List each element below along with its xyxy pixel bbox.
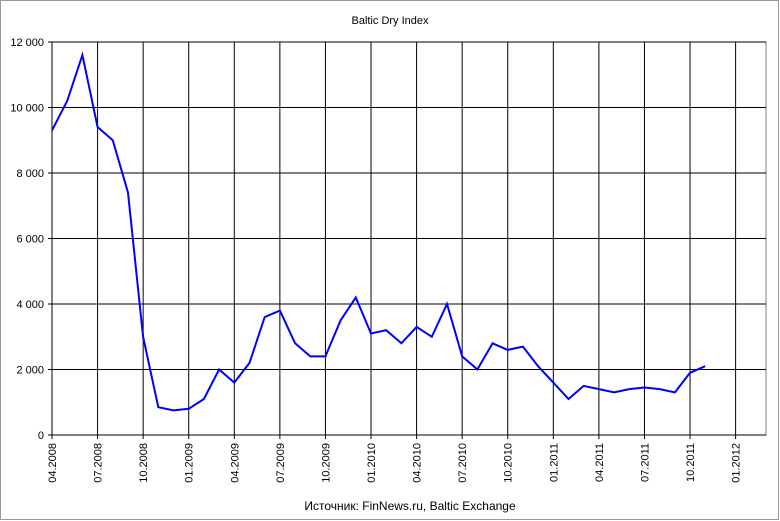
x-tick-label: 10.2011	[685, 443, 697, 482]
y-tick-label: 0	[38, 430, 44, 442]
x-tick-label: 01.2012	[731, 443, 743, 483]
x-tick-label: 04.2008	[47, 443, 59, 483]
source-note: Источник: FinNews.ru, Baltic Exchange	[304, 499, 516, 513]
chart-title: Baltic Dry Index	[351, 15, 429, 27]
x-tick-label: 04.2011	[594, 443, 606, 482]
x-tick-label: 10.2008	[138, 443, 150, 483]
y-tick-label: 6 000	[16, 234, 44, 246]
x-tick-label: 10.2010	[503, 443, 515, 483]
x-tick-label: 07.2010	[457, 443, 469, 483]
x-tick-label: 07.2011	[639, 443, 651, 482]
x-tick-label: 10.2009	[320, 443, 332, 483]
y-tick-label: 12 000	[10, 37, 44, 49]
x-tick-label: 04.2009	[229, 443, 241, 483]
x-tick-label: 07.2009	[275, 443, 287, 483]
y-tick-label: 2 000	[16, 365, 44, 377]
x-tick-label: 01.2011	[548, 443, 560, 482]
x-tick-label: 01.2010	[366, 443, 378, 483]
x-tick-label: 07.2008	[93, 443, 105, 483]
x-tick-label: 04.2010	[412, 443, 424, 483]
y-tick-label: 10 000	[10, 103, 44, 115]
y-tick-label: 8 000	[16, 168, 44, 180]
y-tick-label: 4 000	[16, 299, 44, 311]
x-tick-label: 01.2009	[184, 443, 196, 483]
data-line	[51, 51, 706, 412]
